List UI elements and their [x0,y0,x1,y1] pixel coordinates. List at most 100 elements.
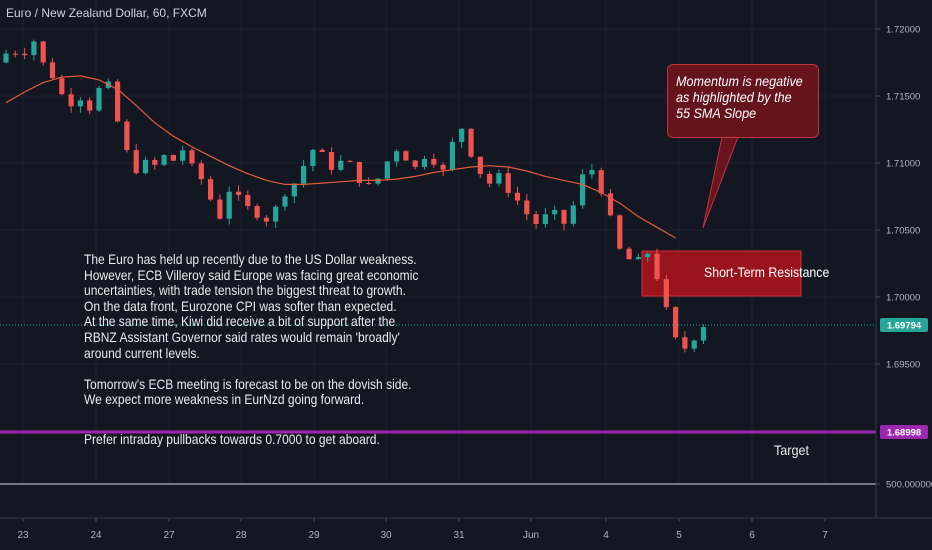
current-price-tag-label: 1.69794 [887,321,922,332]
candle-up [542,214,548,224]
candle-down [170,155,176,161]
momentum-callout-line: as highlighted by the [676,89,792,105]
candle-up [226,191,232,219]
candle-up [291,183,297,197]
candle-down [412,160,418,167]
price-axis-label: 1.72000 [886,25,920,36]
candle-down [198,163,204,180]
candle-up [570,205,576,224]
candle-down [431,158,437,165]
candle-down [189,150,195,164]
candle-up [310,149,316,167]
time-axis-label: 4 [603,530,609,541]
candle-down [235,191,242,195]
candle-up [31,41,37,56]
current-price-tag: 1.69794 [880,318,928,332]
commentary-line: However, ECB Villeroy said Europe was fa… [84,266,419,283]
candle-down [87,100,93,111]
candle-down [440,164,446,170]
resistance-zone-label: Short-Term Resistance [704,264,830,280]
candle-down [22,53,28,56]
candle-up [282,196,288,207]
candle-down [245,194,251,207]
target-price-tag: 1.68998 [880,425,928,439]
candle-down [682,337,688,349]
candle-down [208,179,214,200]
candle-down [663,279,669,308]
momentum-callout[interactable]: Momentum is negative as highlighted by t… [667,64,819,138]
candle-up [77,100,83,107]
candle-down [598,170,604,194]
commentary-line: We expect more weakness in EurNzd going … [84,391,365,408]
time-axis-label: Jun [523,530,539,541]
candle-up [552,209,558,215]
candle-down [617,215,623,249]
time-axis-label: 6 [749,530,755,541]
candle-up [384,161,390,179]
candle-down [152,159,158,165]
candle-up [3,53,9,63]
candle-down [505,173,511,193]
candle-down [487,173,493,184]
candle-down [366,182,372,184]
candle-up [161,155,167,165]
candle-up [691,340,697,349]
price-axis[interactable]: 1.72000 1.71500 1.71000 1.70500 1.70000 1.695… [876,25,932,491]
candle-down [59,78,65,95]
chart-grid [0,0,876,484]
time-axis-label: 27 [163,530,175,541]
commentary-line: uncertainties, with trade tension the bi… [84,282,406,299]
commentary-line: At the same time, Kiwi did receive a bit… [84,313,396,330]
candle-down [561,209,567,224]
time-axis-label: 5 [676,530,682,541]
candle-up [700,327,707,341]
candle-up [496,173,502,184]
candle-up [589,170,595,175]
candle-down [319,149,325,152]
candle-down [328,151,335,170]
candle-down [356,161,362,183]
candle-down [217,199,223,219]
candle-down [133,150,139,174]
time-axis[interactable]: 23 24 27 28 29 30 31 Jun 4 5 6 7 [17,518,828,541]
candle-down [654,253,660,280]
candle-down [124,121,130,151]
time-axis-label: 28 [235,530,247,541]
candle-up [421,158,428,167]
candle-down [607,193,614,216]
commentary-line: around current levels. [84,344,200,361]
time-axis-label: 24 [90,530,102,541]
commentary-line: On the data front, Eurozone CPI was soft… [84,297,397,314]
target-label: Target [774,442,810,458]
candle-up [273,206,279,222]
price-axis-label: 500.000000 [886,480,932,491]
candle-up [142,159,149,174]
candle-up [394,151,400,162]
candle-down [673,307,679,338]
analysis-commentary: The Euro has held up recently due to the… [84,251,428,448]
candle-up [449,141,455,170]
candle-down [514,192,521,201]
candle-down [254,206,260,218]
price-axis-label: 1.70500 [886,226,920,237]
candle-down [477,156,483,174]
price-axis-label: 1.71500 [886,92,920,103]
commentary-line: The Euro has held up recently due to the… [84,251,417,267]
candle-down [403,151,409,161]
candle-up [301,166,307,184]
candle-down [263,217,269,222]
commentary-line: RBNZ Assistant Governor said rates would… [84,328,400,345]
candle-up [96,87,102,111]
time-axis-label: 30 [380,530,392,541]
target-price-tag-label: 1.68998 [887,428,921,439]
candle-up [375,178,381,184]
candle-up [580,174,586,206]
candle-down [12,53,18,55]
candle-down [68,94,74,107]
price-axis-label: 1.71000 [886,159,920,170]
commentary-line: Tomorrow's ECB meeting is forecast to be… [84,375,412,392]
candle-down [49,62,56,79]
candles [3,39,707,353]
momentum-callout-line: 55 SMA Slope [676,105,757,121]
